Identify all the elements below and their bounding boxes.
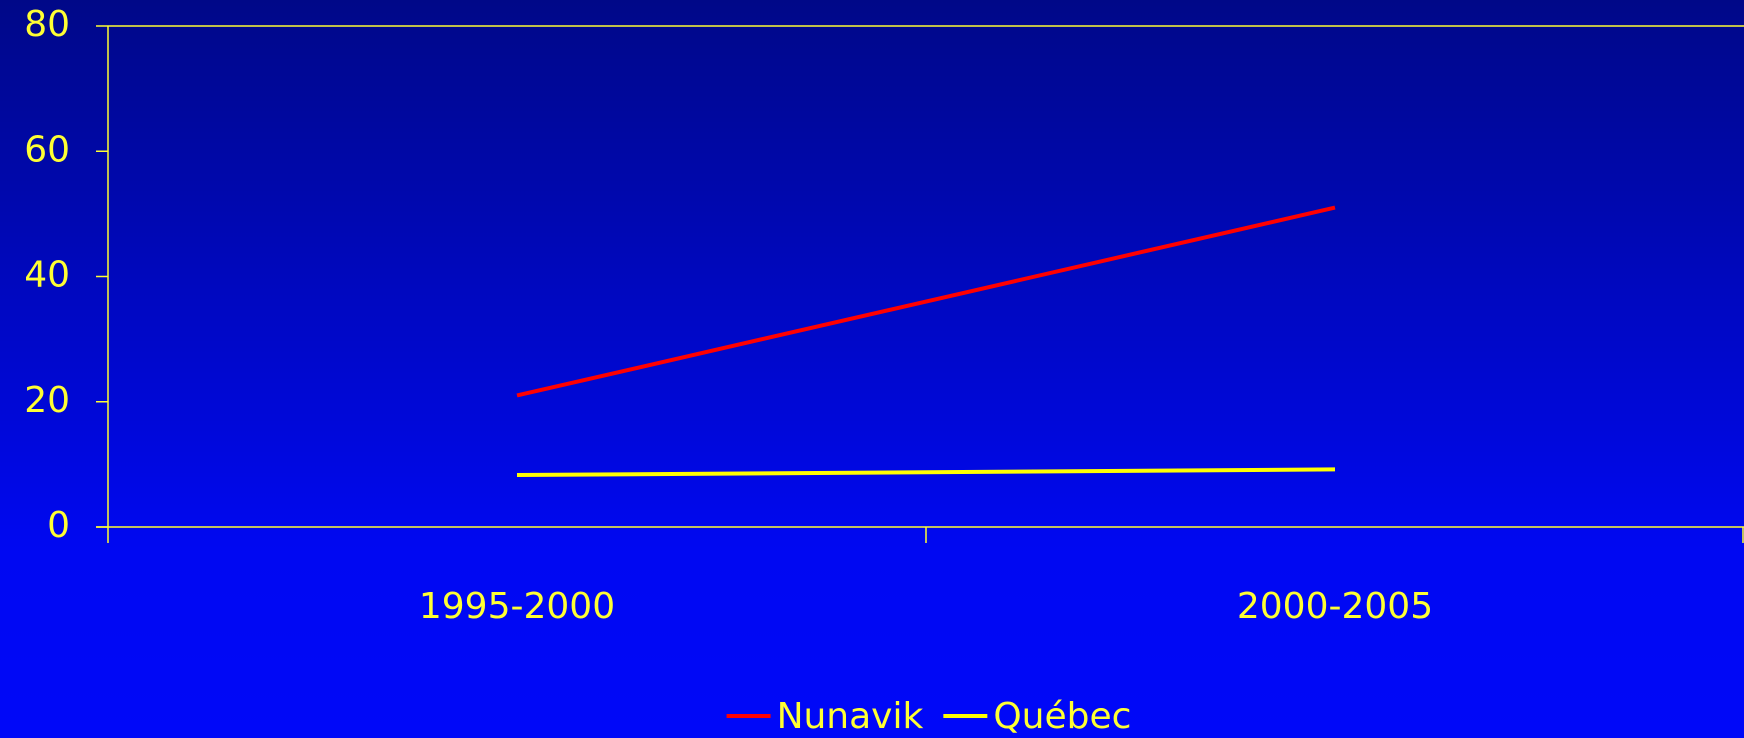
legend-label: Québec [993,696,1131,737]
line-series [516,467,1336,478]
y-tick-label: 60 [24,129,70,170]
x-tick-label: 2000-2005 [1237,586,1433,627]
y-tick-label: 40 [24,255,70,296]
y-tick-label: 20 [24,380,70,421]
y-tick-label: 80 [24,4,70,45]
line-series [516,205,1336,398]
legend-label: Nunavik [777,696,924,737]
y-tick-label: 0 [47,505,70,546]
x-tick-label: 1995-2000 [419,586,615,627]
